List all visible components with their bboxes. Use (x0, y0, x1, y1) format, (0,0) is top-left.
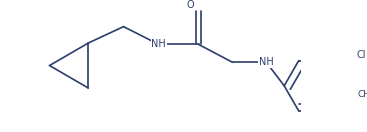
Text: CH₃: CH₃ (357, 90, 367, 99)
Text: O: O (186, 0, 194, 10)
Text: Cl: Cl (356, 50, 366, 60)
Text: NH: NH (152, 39, 166, 50)
Text: NH: NH (259, 57, 274, 67)
